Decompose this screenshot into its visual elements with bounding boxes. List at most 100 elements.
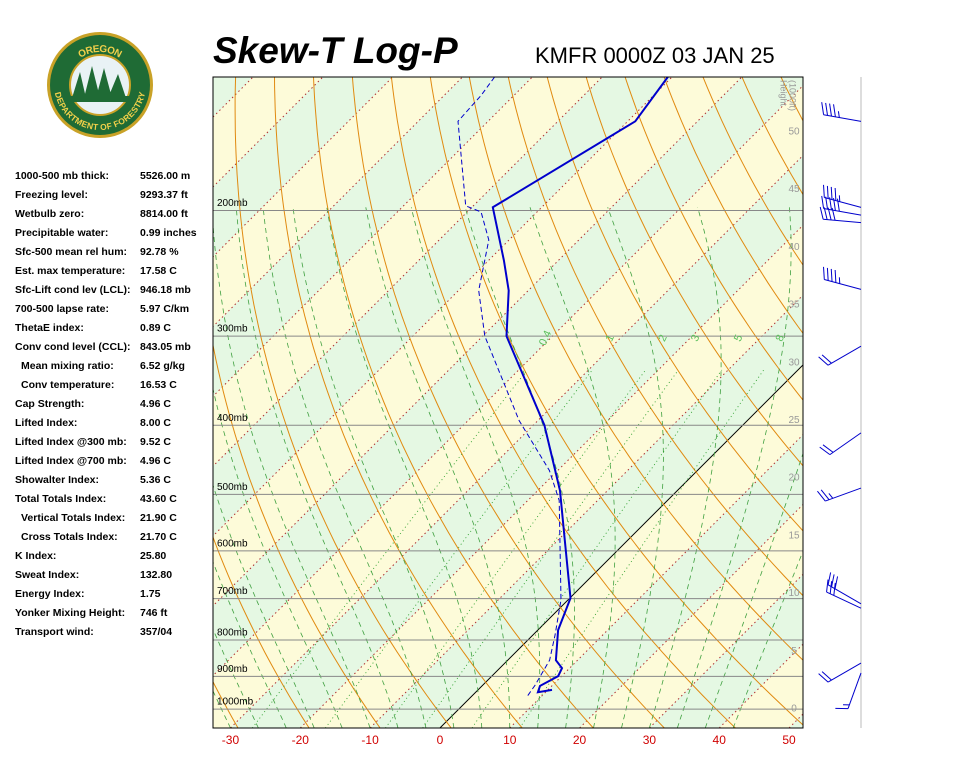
barb-feather	[830, 186, 833, 200]
mixing-ratio-line	[385, 369, 646, 728]
barb-staff	[827, 584, 862, 605]
logo-top-path: OREGON	[76, 43, 123, 60]
barb-feather	[823, 266, 825, 280]
dry-adiabat	[390, 77, 736, 728]
dry-adiabat	[624, 77, 803, 401]
wind-barb	[821, 195, 862, 216]
wind-barb	[819, 206, 862, 224]
x-tick-label: 30	[643, 733, 657, 747]
barb-staff	[826, 591, 862, 609]
wind-barb	[823, 266, 862, 290]
index-value: 132.80	[140, 569, 172, 581]
barb-feather	[826, 267, 829, 281]
barb-feather	[834, 576, 839, 589]
isotherm	[859, 77, 960, 728]
y-tick-label: 600mb	[217, 538, 248, 549]
barb-staff	[827, 662, 862, 683]
barb-feather	[829, 581, 833, 594]
moist-adiabat	[365, 207, 511, 728]
index-value: 357/04	[140, 626, 172, 638]
moist-adiabat	[649, 207, 722, 728]
barb-feather	[825, 102, 829, 116]
index-label: ThetaE index:	[15, 322, 84, 334]
mixing-ratio-line	[519, 369, 765, 728]
barb-feather	[819, 206, 824, 220]
index-label: Precipitable water:	[15, 227, 108, 239]
barb-feather	[818, 673, 829, 683]
y-tick-label: 500mb	[217, 482, 248, 493]
barb-feather	[829, 103, 832, 117]
y2-tick-label: 35	[788, 300, 800, 311]
logo-trees	[72, 66, 126, 98]
y2-tick-label: 25	[788, 415, 800, 426]
wind-barb	[819, 432, 862, 456]
isotherm	[213, 84, 803, 677]
index-label: Vertical Totals Index:	[21, 512, 125, 524]
barb-feather	[829, 197, 832, 210]
logo-ground	[71, 96, 129, 102]
barb-staff	[825, 487, 862, 502]
barb-feather	[823, 184, 825, 198]
dry-adiabat	[780, 77, 803, 122]
barb-staff	[827, 345, 862, 366]
mixing-ratio-line	[251, 369, 528, 728]
barb-feather	[834, 269, 837, 283]
barb-staff	[823, 218, 862, 224]
barb-staff	[823, 207, 862, 216]
moist-adiabat	[213, 387, 343, 728]
freezing-isotherm	[439, 364, 803, 728]
wind-barb	[817, 487, 862, 502]
moist-adiabat	[704, 452, 803, 728]
isotherm	[369, 294, 803, 728]
barb-feather	[830, 268, 833, 282]
mixing-ratio-label: 1	[604, 333, 617, 344]
index-value: 8814.00 ft	[140, 208, 188, 220]
logo-top-text: OREGON	[76, 43, 123, 60]
barb-feather	[820, 489, 830, 501]
index-label: 700-500 lapse rate:	[15, 303, 109, 315]
wind-barb	[818, 662, 862, 683]
index-value: 21.90 C	[140, 512, 177, 524]
y-tick-label: 300mb	[217, 324, 248, 335]
dry-adiabat	[820, 77, 960, 728]
index-label: Est. max temperature:	[15, 265, 125, 277]
isotherm-band	[859, 77, 960, 728]
mixing-ratio-line	[471, 369, 723, 728]
index-label: Sfc-500 mean rel hum:	[15, 246, 127, 258]
logo: OREGON DEPARTMENT OF FORESTRY	[47, 32, 153, 138]
index-value: 17.58 C	[140, 265, 177, 277]
dry-adiabat	[429, 77, 803, 726]
isotherm	[299, 224, 803, 728]
wind-barb	[818, 345, 862, 366]
moist-adiabat	[607, 207, 664, 728]
index-label: K Index:	[15, 550, 56, 562]
wind-barb	[823, 184, 862, 208]
moist-adiabat	[732, 550, 803, 728]
index-value: 8.00 C	[140, 417, 171, 429]
dewpoint-line	[457, 77, 562, 698]
isotherm-band	[213, 77, 603, 467]
x-tick-label: 50	[782, 733, 796, 747]
index-value: 4.96 C	[140, 455, 171, 467]
barb-staff	[824, 279, 862, 290]
index-value: 1.75	[140, 588, 161, 600]
index-label: Yonker Mixing Height:	[15, 607, 125, 619]
index-value: 4.96 C	[140, 398, 171, 410]
temperature-line	[491, 77, 669, 694]
x-tick-label: 20	[573, 733, 587, 747]
dry-adiabat	[898, 77, 960, 728]
mixing-ratio-label: 3	[689, 333, 702, 344]
x-tick-label: 0	[437, 733, 444, 747]
plot-data	[457, 77, 669, 698]
index-value: 746 ft	[140, 607, 168, 619]
index-value: 6.52 g/kg	[140, 360, 185, 372]
index-value: 43.60 C	[140, 493, 177, 505]
barb-feather	[818, 356, 829, 366]
index-label: Showalter Index:	[15, 474, 99, 486]
index-value: 5.97 C/km	[140, 303, 189, 315]
index-value: 5.36 C	[140, 474, 171, 486]
index-label: Cap Strength:	[15, 398, 84, 410]
barb-feather	[821, 354, 832, 364]
y2-tick-label: 40	[788, 242, 800, 253]
index-value: 946.18 mb	[140, 284, 191, 296]
